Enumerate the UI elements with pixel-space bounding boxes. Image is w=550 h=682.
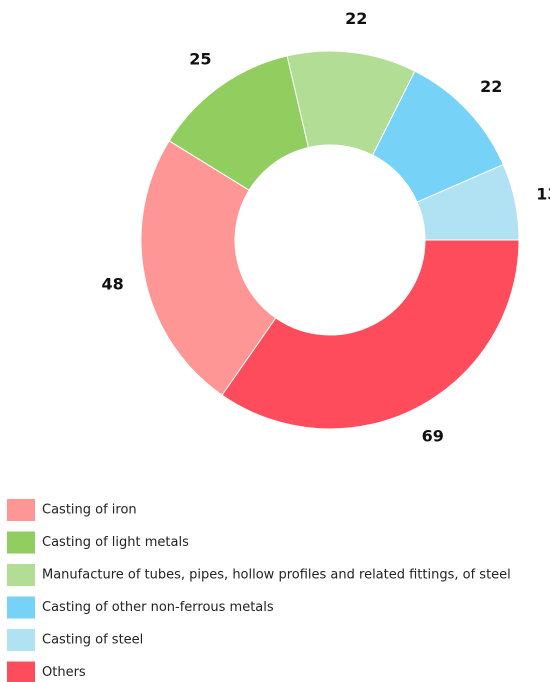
- legend-swatch: [7, 564, 35, 586]
- data-label: 69: [422, 426, 444, 445]
- legend-swatch: [7, 661, 35, 682]
- legend-label: Others: [42, 665, 86, 680]
- data-label: 48: [102, 275, 124, 294]
- legend-swatch: [7, 629, 35, 651]
- data-label: 22: [345, 9, 367, 28]
- data-label: 13: [536, 184, 550, 203]
- donut-slice: [221, 239, 520, 430]
- donut-slice: [140, 140, 277, 396]
- legend-label: Casting of iron: [42, 503, 137, 518]
- legend-label: Casting of steel: [42, 633, 143, 648]
- legend-swatch: [7, 531, 35, 554]
- legend-label: Casting of other non-ferrous metals: [42, 600, 274, 615]
- legend-swatch: [7, 499, 35, 521]
- legend-label: Manufacture of tubes, pipes, hollow prof…: [42, 568, 511, 583]
- legend-swatch: [7, 596, 35, 619]
- data-label: 25: [189, 49, 211, 68]
- legend-label: Casting of light metals: [42, 535, 189, 550]
- data-label: 22: [480, 77, 502, 96]
